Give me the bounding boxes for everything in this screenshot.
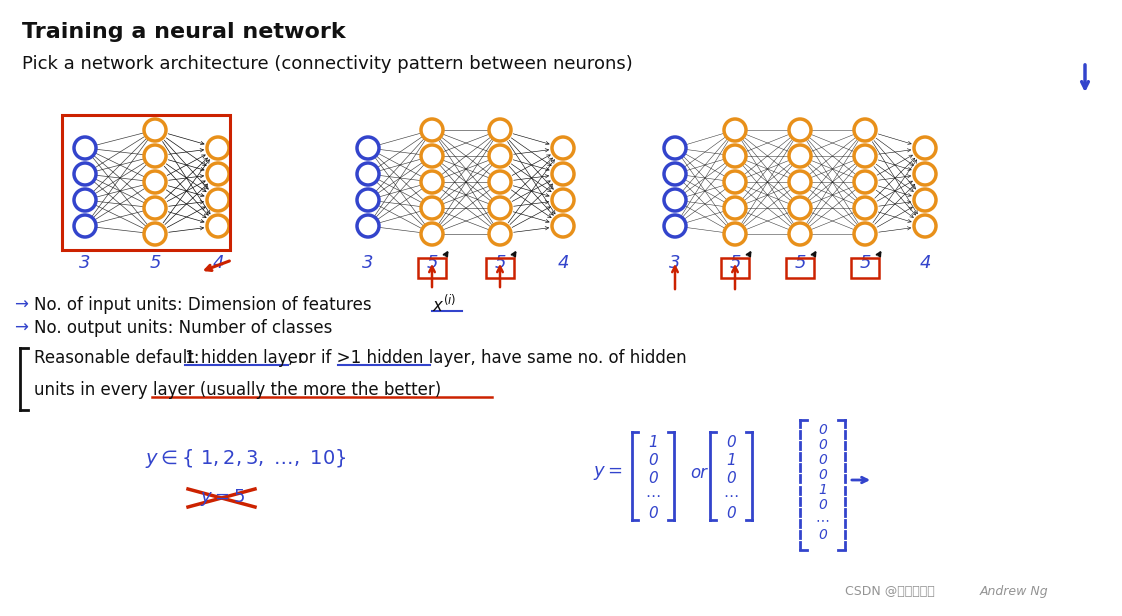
Text: ⋯: ⋯ (816, 513, 829, 527)
Text: CSDN @神奇的洋子: CSDN @神奇的洋子 (845, 585, 935, 598)
Text: No. output units: Number of classes: No. output units: Number of classes (34, 319, 332, 337)
Text: , or if >1 hidden layer, have same no. of hidden: , or if >1 hidden layer, have same no. o… (288, 349, 687, 367)
Text: $y \in \{\ 1, 2, 3,\ \ldots,\ 10\}$: $y \in \{\ 1, 2, 3,\ \ldots,\ 10\}$ (145, 447, 347, 469)
Text: 0: 0 (818, 528, 827, 542)
Text: ⋯: ⋯ (645, 488, 661, 503)
Text: 5: 5 (794, 254, 806, 272)
Text: 3: 3 (362, 254, 374, 272)
Text: 0: 0 (818, 423, 827, 437)
Text: Training a neural network: Training a neural network (22, 22, 346, 42)
Text: 1: 1 (818, 483, 827, 497)
Text: Reasonable default:: Reasonable default: (34, 349, 204, 367)
Text: 0: 0 (818, 468, 827, 482)
Text: 5: 5 (426, 254, 438, 272)
Text: 5: 5 (149, 254, 160, 272)
Bar (419, 258, 447, 278)
Text: or: or (690, 464, 707, 482)
Text: ⋯: ⋯ (724, 488, 738, 503)
Text: 1: 1 (726, 453, 736, 468)
Bar (787, 258, 813, 278)
Text: $x^{(i)}$: $x^{(i)}$ (432, 294, 457, 315)
Text: 5: 5 (859, 254, 871, 272)
Text: 0: 0 (818, 498, 827, 512)
Bar (721, 258, 749, 278)
Text: 4: 4 (919, 254, 931, 272)
Text: 0: 0 (726, 506, 736, 522)
Bar (62, 115, 230, 250)
Bar (486, 258, 514, 278)
Text: 3: 3 (80, 254, 91, 272)
Text: units in every layer (usually the more the better): units in every layer (usually the more t… (34, 381, 441, 399)
Text: 0: 0 (726, 434, 736, 450)
Text: 0: 0 (649, 453, 657, 468)
Text: No. of input units: Dimension of features: No. of input units: Dimension of feature… (34, 296, 377, 314)
Text: 5: 5 (729, 254, 741, 272)
Text: 5: 5 (495, 254, 506, 272)
Text: 4: 4 (558, 254, 569, 272)
Text: 0: 0 (726, 471, 736, 485)
Text: 0: 0 (818, 453, 827, 467)
Text: 4: 4 (212, 254, 223, 272)
Text: →: → (13, 319, 28, 337)
Text: $y =$: $y =$ (594, 464, 623, 482)
Text: Andrew Ng: Andrew Ng (980, 585, 1049, 598)
Text: 0: 0 (818, 438, 827, 452)
Text: 1: 1 (649, 434, 657, 450)
Text: 1 hidden layer: 1 hidden layer (185, 349, 305, 367)
Text: →: → (13, 296, 28, 314)
Text: 0: 0 (649, 506, 657, 522)
Text: $y = 5$: $y = 5$ (200, 487, 245, 508)
Bar (850, 258, 879, 278)
Text: 0: 0 (649, 471, 657, 485)
Text: 3: 3 (669, 254, 681, 272)
Text: Pick a network architecture (connectivity pattern between neurons): Pick a network architecture (connectivit… (22, 55, 633, 73)
